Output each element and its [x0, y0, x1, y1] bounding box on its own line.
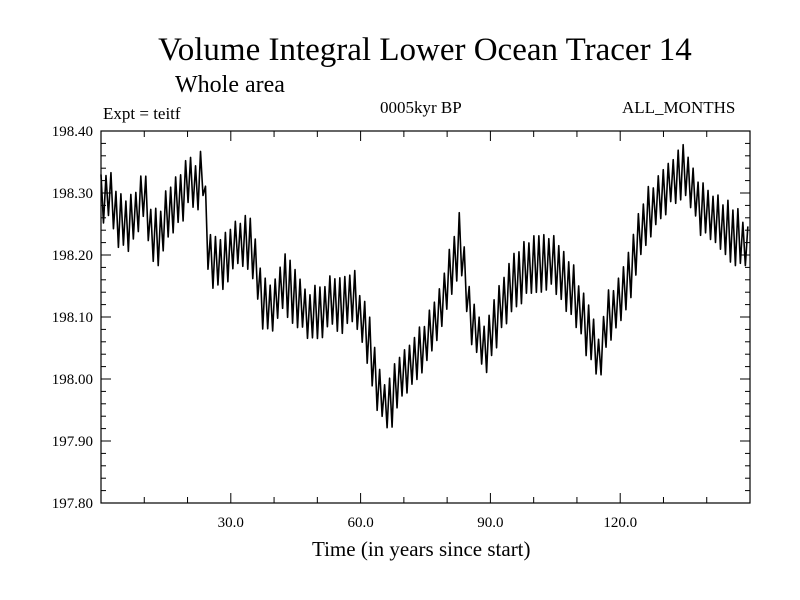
x-tick-label: 120.0	[603, 515, 637, 531]
y-tick-label: 198.10	[52, 310, 93, 326]
x-tick-label: 60.0	[347, 515, 373, 531]
y-tick-label: 198.30	[52, 186, 93, 202]
axis-ticks	[101, 131, 750, 503]
chart-subtitle: Whole area	[175, 72, 285, 98]
months-label: ALL_MONTHS	[622, 98, 736, 117]
series-line	[100, 143, 749, 429]
x-tick-label: 90.0	[477, 515, 503, 531]
experiment-label: Expt = teitf	[103, 104, 181, 123]
y-tick-label: 198.00	[52, 372, 93, 388]
y-tick-label: 197.90	[52, 434, 93, 450]
x-axis-label: Time (in years since start)	[312, 537, 531, 561]
y-tick-label: 198.20	[52, 248, 93, 264]
chart-title: Volume Integral Lower Ocean Tracer 14	[158, 32, 692, 68]
y-tick-label: 197.80	[52, 496, 93, 512]
x-tick-label: 30.0	[218, 515, 244, 531]
axis-tick-labels: 30.0 60.0 90.0 120.0 197.80 197.90 198.00 198.1…	[52, 124, 637, 531]
y-tick-label: 198.40	[52, 124, 93, 140]
period-label: 0005kyr BP	[380, 98, 462, 117]
